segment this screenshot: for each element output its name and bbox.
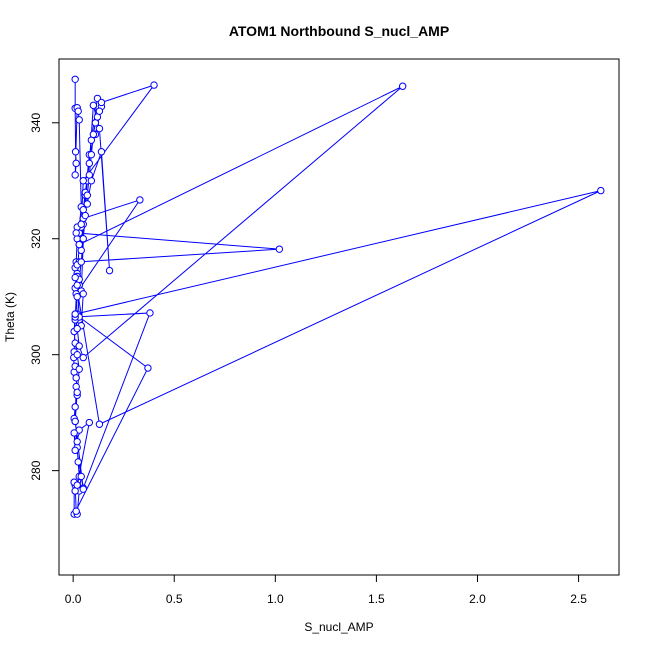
data-point <box>71 417 79 426</box>
data-point <box>79 290 87 298</box>
y-axis-label: Theta (K) <box>3 292 17 342</box>
data-point <box>95 107 104 115</box>
data-point <box>74 107 82 115</box>
y-tick-label: 340 <box>29 112 43 132</box>
data-point <box>83 200 92 208</box>
data-point <box>71 273 79 282</box>
data-point <box>97 148 106 156</box>
data-point <box>75 240 83 249</box>
data-point <box>89 101 98 110</box>
data-point <box>398 82 407 90</box>
data-point <box>72 507 80 515</box>
y-tick-label: 300 <box>29 344 43 364</box>
data-point <box>85 159 94 168</box>
x-tick-label: 2.5 <box>570 592 587 606</box>
data-point <box>150 81 158 89</box>
series-line <box>73 79 602 515</box>
data-point <box>71 310 79 318</box>
data-point <box>72 159 80 168</box>
data-point <box>73 324 81 333</box>
data-point <box>95 420 104 428</box>
data-point <box>75 342 83 350</box>
data-point <box>75 116 83 124</box>
x-axis-label: S_nucl_AMP <box>304 620 373 634</box>
data-point <box>81 211 89 220</box>
plot-frame <box>58 58 620 576</box>
data-point <box>72 382 80 391</box>
data-point <box>87 150 96 159</box>
data-point <box>77 258 85 266</box>
data-point <box>71 403 79 411</box>
data-point <box>89 130 98 139</box>
data-point <box>72 229 80 237</box>
data-point <box>85 418 94 427</box>
x-tick-label: 2.0 <box>469 592 486 606</box>
series-points-group <box>70 75 605 518</box>
x-tick-label: 1.5 <box>368 592 385 606</box>
data-point <box>144 364 152 372</box>
data-point <box>71 446 79 455</box>
data-point <box>85 171 94 179</box>
data-point <box>105 266 114 275</box>
data-point <box>73 481 81 489</box>
data-point <box>73 437 81 446</box>
y-axis: 280 300 320 340 <box>29 112 60 481</box>
x-tick-label: 0.0 <box>65 592 82 606</box>
data-point <box>75 365 83 373</box>
data-point <box>79 235 87 243</box>
data-point <box>275 245 284 253</box>
data-point <box>95 124 104 133</box>
data-point <box>71 75 79 83</box>
chart-title: ATOM1 Northbound S_nucl_AMP <box>229 23 449 39</box>
data-point <box>73 388 81 397</box>
data-point <box>77 472 85 481</box>
data-point <box>71 148 80 156</box>
data-point <box>74 458 82 466</box>
data-point <box>79 485 87 493</box>
data-point <box>136 196 144 204</box>
data-point <box>146 309 154 317</box>
data-point <box>97 98 106 107</box>
data-point <box>72 374 80 382</box>
data-point <box>79 353 87 362</box>
data-point <box>71 171 79 179</box>
data-point <box>73 293 81 301</box>
series-line-group <box>73 79 602 515</box>
x-axis: 0.0 0.5 1.0 1.5 2.0 2.5 <box>65 574 587 606</box>
data-point <box>77 220 85 228</box>
data-point <box>597 186 605 195</box>
data-point <box>83 191 92 199</box>
y-tick-label: 280 <box>29 460 43 480</box>
data-point <box>79 177 87 185</box>
data-point <box>73 350 81 359</box>
x-tick-label: 0.5 <box>166 592 183 606</box>
x-tick-label: 1.0 <box>267 592 284 606</box>
y-tick-label: 320 <box>29 228 43 248</box>
data-point <box>70 429 78 437</box>
